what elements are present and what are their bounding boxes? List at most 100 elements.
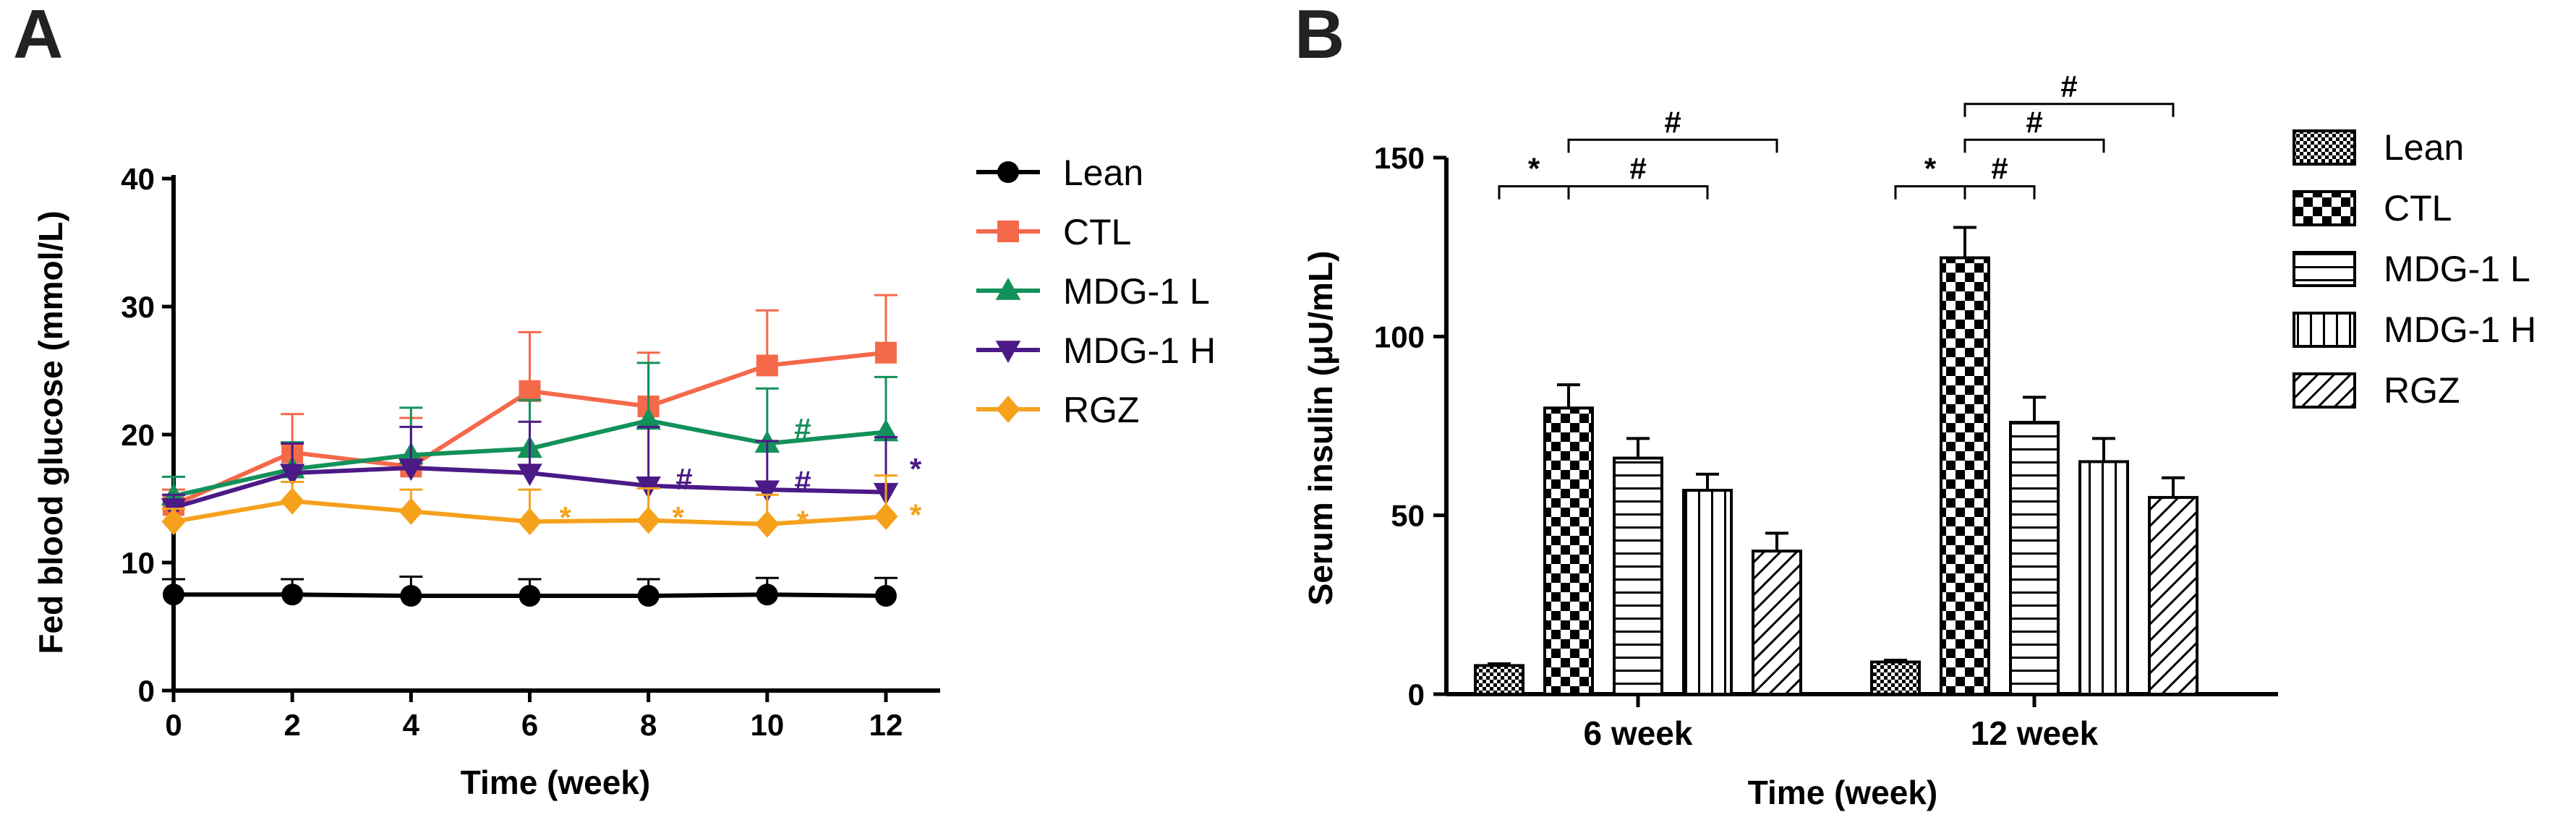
- data-point: [161, 508, 186, 536]
- data-point: [519, 585, 541, 607]
- data-point: [519, 380, 541, 402]
- significance-mark: *: [797, 504, 809, 538]
- significance-mark: #: [675, 462, 692, 496]
- significance-mark: *: [910, 498, 922, 532]
- legend-marker: [995, 278, 1021, 300]
- x-tick-label: 10: [750, 708, 784, 742]
- significance-mark: #: [1991, 152, 2008, 186]
- panel-b-letter: B: [1295, 0, 1344, 73]
- data-point: [518, 508, 542, 536]
- data-point: [398, 458, 424, 482]
- bracket-line: [1498, 185, 1570, 200]
- data-point: [281, 584, 304, 606]
- legend-label: MDG-1 H: [2384, 309, 2536, 350]
- y-tick-label: 0: [138, 674, 155, 708]
- bracket-line: [1963, 138, 2105, 153]
- x-tick-label: 4: [403, 708, 420, 742]
- y-tick-label: 100: [1374, 320, 1425, 354]
- data-point: [163, 584, 184, 606]
- legend-item: Lean: [2293, 127, 2464, 168]
- panel-a: A Fed blood glucose (mmol/L) Time (week)…: [13, 0, 1216, 801]
- significance-mark: #: [1629, 152, 1646, 186]
- y-tick-label: 40: [121, 162, 155, 196]
- data-point: [756, 354, 778, 377]
- significance-mark: *: [1528, 152, 1540, 186]
- legend-item: CTL: [2293, 188, 2452, 228]
- y-tick-label: 30: [121, 290, 155, 324]
- data-point: [637, 585, 660, 607]
- significance-bracket: #: [1963, 152, 2036, 200]
- x-tick-label: 8: [640, 708, 657, 742]
- data-point: [636, 506, 661, 534]
- bar: [1682, 489, 1733, 696]
- legend-swatch: [2293, 129, 2356, 166]
- bar: [1613, 456, 1663, 696]
- legend-item: MDG-1 L: [2293, 249, 2530, 289]
- significance-mark: #: [2060, 69, 2077, 103]
- legend-marker: [996, 396, 1020, 423]
- y-tick-label: 150: [1374, 141, 1425, 175]
- y-tick-label: 10: [121, 546, 155, 580]
- data-point: [517, 464, 542, 487]
- significance-mark: *: [673, 500, 685, 534]
- legend-marker: [997, 161, 1019, 183]
- bar: [1870, 660, 1921, 696]
- legend-item: MDG-1 H: [2293, 309, 2536, 350]
- bar: [2148, 495, 2198, 696]
- x-tick-label: 2: [283, 708, 300, 742]
- data-point: [636, 407, 661, 430]
- bar-group-item: [1613, 437, 1663, 696]
- legend-item: Lean: [976, 153, 1143, 193]
- data-point: [279, 464, 305, 487]
- data-point: [875, 341, 897, 364]
- legend-item: RGZ: [2293, 370, 2460, 411]
- panel-a-y-axis-title: Fed blood glucose (mmol/L): [32, 210, 69, 654]
- bar: [1940, 256, 1990, 696]
- significance-bracket: *: [1498, 152, 1570, 200]
- panel-b: B Serum insulin (μU/mL) Time (week) 0 50 1…: [1295, 0, 2536, 811]
- data-point: [400, 585, 422, 607]
- significance-bracket: #: [1567, 105, 1778, 153]
- legend-label: MDG-1 L: [2384, 249, 2530, 289]
- data-point: [756, 584, 778, 606]
- bar-group-item: [1940, 226, 1990, 696]
- data-point: [280, 487, 304, 515]
- legend-label: Lean: [2384, 127, 2464, 168]
- significance-mark: #: [1664, 105, 1681, 139]
- bracket-line: [1894, 185, 1966, 200]
- panel-b-x-axis-title: Time (week): [1748, 774, 1937, 811]
- data-point: [754, 480, 780, 503]
- y-tick-label: 50: [1391, 499, 1425, 533]
- legend-marker: [997, 221, 1019, 242]
- legend-label: Lean: [1063, 153, 1143, 193]
- legend-swatch: [2293, 190, 2356, 226]
- bracket-line: [1963, 185, 2036, 200]
- significance-mark: #: [794, 412, 811, 446]
- significance-mark: #: [2026, 105, 2042, 139]
- bar-group-item: [2009, 396, 2060, 696]
- legend-swatch: [2293, 372, 2356, 409]
- panel-a-x-axis-title: Time (week): [461, 764, 650, 801]
- bar-group-item: [2078, 437, 2129, 696]
- x-category-label: 6 week: [1584, 714, 1693, 752]
- x-tick-label: 6: [521, 708, 538, 742]
- bracket-line: [1963, 103, 2175, 117]
- legend-marker: [995, 341, 1021, 363]
- bar: [1752, 550, 1802, 696]
- bracket-line: [1567, 185, 1709, 200]
- significance-bracket: #: [1963, 105, 2105, 153]
- x-tick-label: 12: [869, 708, 903, 742]
- panel-a-letter: A: [13, 0, 63, 73]
- legend-label: RGZ: [1063, 390, 1140, 430]
- significance-mark: *: [560, 500, 572, 534]
- legend-label: RGZ: [2384, 370, 2460, 411]
- data-point: [874, 503, 898, 531]
- significance-mark: *: [910, 452, 922, 486]
- bar: [2009, 421, 2060, 696]
- legend-item: MDG-1 H: [976, 330, 1216, 371]
- legend-swatch: [2293, 251, 2356, 287]
- bar-group-item: [2148, 476, 2198, 696]
- bar-group-item: [1474, 662, 1524, 696]
- bracket-line: [1567, 138, 1778, 153]
- series-rgz: [161, 474, 898, 538]
